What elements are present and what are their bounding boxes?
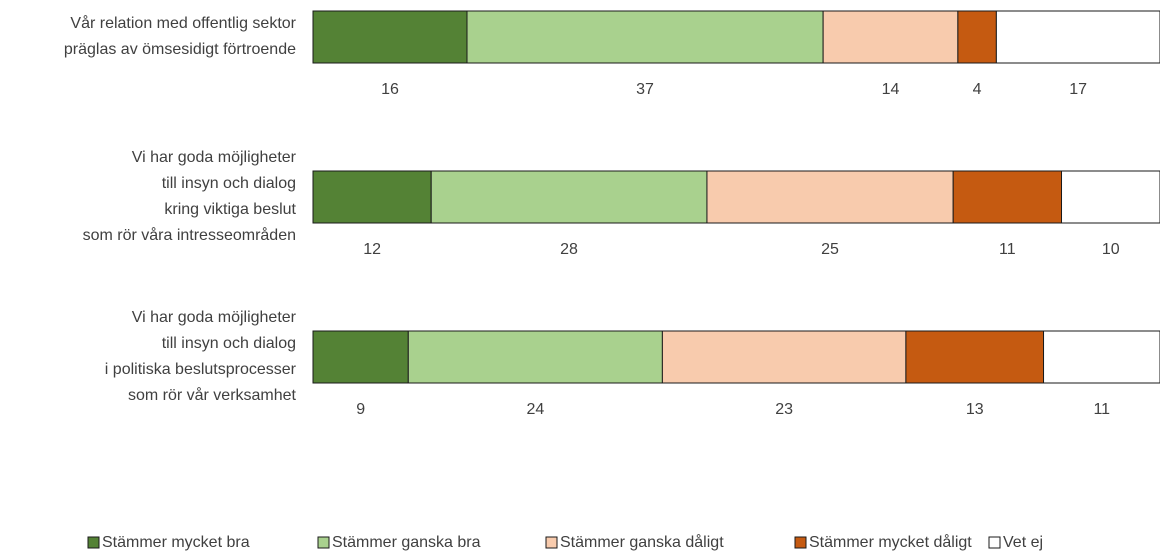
category-label: Vår relation med offentlig sektor	[70, 14, 296, 32]
value-label: 23	[775, 401, 793, 418]
bar-segment	[905, 330, 1045, 384]
value-label: 12	[363, 241, 381, 258]
legend-label: Stämmer ganska bra	[332, 534, 481, 551]
value-label: 28	[560, 241, 578, 258]
category-label: till insyn och dialog	[162, 335, 296, 352]
value-label: 10	[1102, 241, 1120, 258]
bar-segment	[312, 330, 409, 384]
bar-segment	[407, 330, 663, 384]
legend-marker	[317, 536, 330, 549]
value-label: 4	[973, 81, 982, 98]
bar-segment	[822, 10, 959, 64]
category-label: kring viktiga beslut	[164, 201, 296, 218]
category-label: som rör våra intresseområden	[83, 226, 296, 244]
category-label: till insyn och dialog	[162, 175, 296, 192]
value-label: 16	[381, 81, 399, 98]
category-label: Vi har goda möjligheter	[132, 149, 297, 166]
value-label: 13	[966, 401, 984, 418]
legend-label: Stämmer ganska dåligt	[560, 533, 724, 551]
bar-segment	[430, 170, 708, 224]
value-label: 11	[999, 241, 1016, 258]
bar-segment	[661, 330, 907, 384]
bar-segment	[466, 10, 824, 64]
value-label: 24	[526, 401, 544, 418]
legend-label: Vet ej	[1003, 534, 1043, 551]
bar-segment	[312, 10, 468, 64]
bar-segment	[952, 170, 1063, 224]
legend-marker	[545, 536, 558, 549]
legend-marker	[794, 536, 807, 549]
bar-segment	[706, 170, 954, 224]
legend-marker	[87, 536, 100, 549]
value-label: 17	[1069, 81, 1087, 98]
bar-segment	[957, 10, 997, 64]
bar-segment	[1043, 330, 1160, 384]
category-label: som rör vår verksamhet	[128, 386, 297, 404]
bar-segment	[312, 170, 432, 224]
bar-segment	[1061, 170, 1160, 224]
category-label: Vi har goda möjligheter	[132, 309, 297, 326]
legend-label: Stämmer mycket dåligt	[809, 533, 972, 551]
value-label: 11	[1093, 401, 1110, 418]
value-label: 25	[821, 241, 839, 258]
legend-marker	[988, 536, 1001, 549]
legend-label: Stämmer mycket bra	[102, 534, 250, 551]
value-label: 14	[882, 81, 900, 98]
value-label: 9	[356, 401, 365, 418]
category-label: i politiska beslutsprocesser	[105, 361, 297, 378]
category-label: präglas av ömsesidigt förtroende	[64, 41, 296, 58]
value-label: 37	[636, 81, 654, 98]
bar-segment	[995, 10, 1160, 64]
